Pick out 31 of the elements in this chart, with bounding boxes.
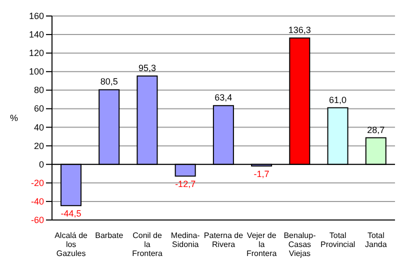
x-tick-label: Paterna de Rivera: [204, 231, 244, 249]
y-tick-label: 0: [38, 159, 44, 170]
data-label: -12,7: [175, 179, 196, 190]
y-tick-label: 140: [28, 30, 44, 40]
data-label: 95,3: [138, 62, 156, 73]
y-tick-label: -60: [30, 215, 44, 225]
x-tick-label: Total Provincial: [320, 231, 356, 249]
data-label: 80,5: [100, 76, 118, 87]
x-tick-label: Alcalá de los Gazules: [54, 231, 88, 258]
x-tick-label: Benalup-Casas Viejas: [284, 231, 316, 258]
y-tick-label: 60: [34, 104, 44, 114]
y-tick-label: 100: [28, 66, 44, 77]
y-tick-label: 80: [34, 85, 44, 96]
data-label: 28,7: [367, 124, 385, 135]
y-axis-title: %: [10, 113, 18, 124]
x-tick-label: Medina-Sidonia: [170, 231, 200, 249]
y-tick-label: 40: [34, 122, 44, 132]
y-tick-label: 20: [34, 140, 44, 151]
y-tick-label: -20: [30, 178, 44, 188]
data-label: 136,3: [288, 24, 311, 35]
x-tick-label: Barbate: [95, 231, 124, 240]
y-tick-label: -40: [30, 196, 44, 206]
data-label: -44,5: [60, 208, 82, 219]
data-label: 61,0: [329, 94, 347, 105]
x-tick-label: Vejer de la Frontera: [246, 231, 278, 258]
x-tick-label: Total Janda: [365, 231, 388, 249]
data-label: 63,4: [214, 92, 232, 103]
y-tick-label: 160: [28, 11, 44, 21]
y-tick-label: 120: [28, 48, 44, 58]
data-label: -1,7: [254, 168, 270, 179]
x-tick-label: Conil de la Frontera: [132, 231, 163, 258]
